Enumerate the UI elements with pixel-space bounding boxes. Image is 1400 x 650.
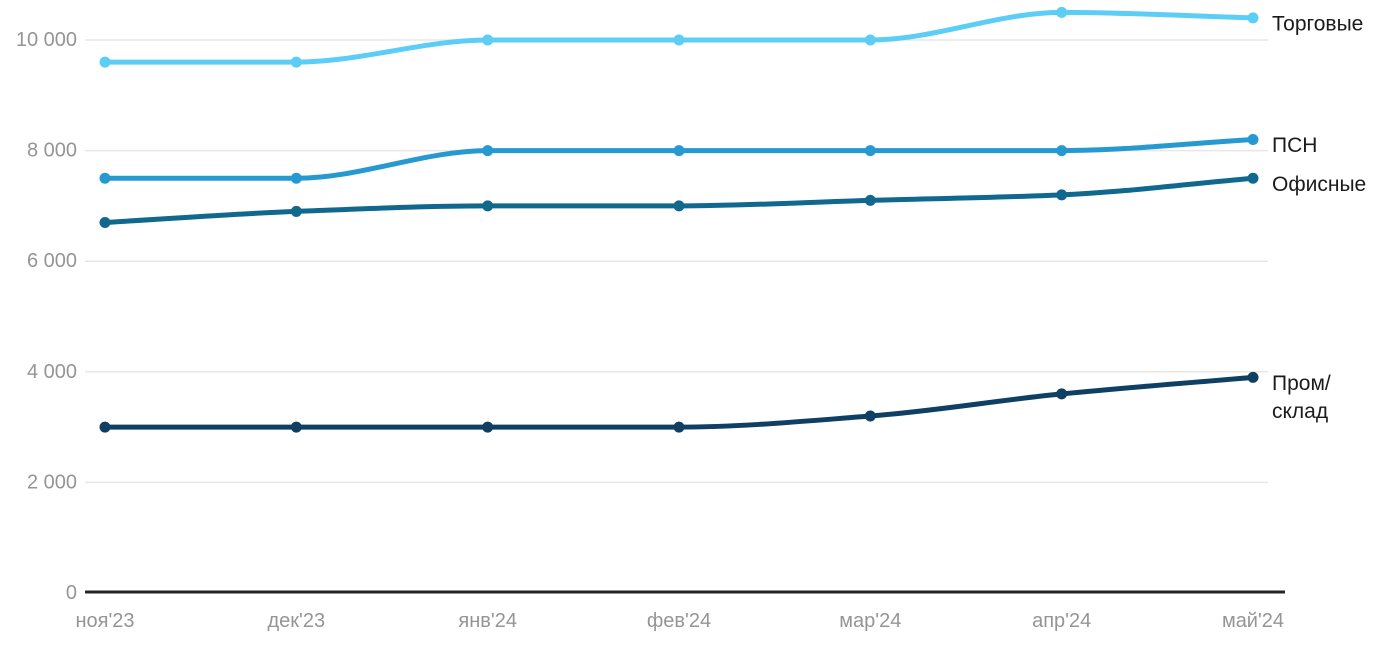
x-tick-label: апр'24 xyxy=(1032,610,1091,632)
series-label: Пром/ xyxy=(1272,372,1331,395)
series-label: ПСН xyxy=(1272,134,1317,157)
data-point[interactable] xyxy=(99,216,111,228)
x-tick-label: ноя'23 xyxy=(75,610,134,632)
series-line-3 xyxy=(102,374,1256,430)
data-point[interactable] xyxy=(1247,172,1259,184)
data-point[interactable] xyxy=(482,34,494,46)
data-point[interactable] xyxy=(290,205,302,217)
data-point[interactable] xyxy=(1056,388,1068,400)
data-point[interactable] xyxy=(864,34,876,46)
y-tick-label: 0 xyxy=(66,582,77,604)
data-point[interactable] xyxy=(673,34,685,46)
data-point[interactable] xyxy=(1247,134,1259,146)
data-point[interactable] xyxy=(1247,12,1259,24)
data-point[interactable] xyxy=(864,194,876,206)
series-label: Торговые xyxy=(1272,12,1363,35)
x-tick-label: фев'24 xyxy=(647,610,711,632)
data-point[interactable] xyxy=(290,172,302,184)
data-point[interactable] xyxy=(482,145,494,157)
y-tick-label: 2 000 xyxy=(27,471,77,493)
x-tick-label: янв'24 xyxy=(458,610,517,632)
x-tick-label: май'24 xyxy=(1222,610,1284,632)
data-point[interactable] xyxy=(864,410,876,422)
data-point[interactable] xyxy=(673,145,685,157)
data-point[interactable] xyxy=(864,145,876,157)
data-point[interactable] xyxy=(1056,189,1068,201)
data-point[interactable] xyxy=(1056,145,1068,157)
data-point[interactable] xyxy=(1247,371,1259,383)
data-point[interactable] xyxy=(99,421,111,433)
series-line-2 xyxy=(102,175,1256,225)
data-point[interactable] xyxy=(290,56,302,68)
data-point[interactable] xyxy=(482,421,494,433)
series-label: Офисные xyxy=(1272,173,1366,196)
data-point[interactable] xyxy=(673,200,685,212)
series-label: склад xyxy=(1272,400,1328,423)
x-tick-label: мар'24 xyxy=(839,610,901,632)
x-tick-label: дек'23 xyxy=(268,610,326,632)
data-point[interactable] xyxy=(290,421,302,433)
data-point[interactable] xyxy=(99,56,111,68)
y-tick-label: 8 000 xyxy=(27,140,77,162)
data-point[interactable] xyxy=(99,172,111,184)
data-point[interactable] xyxy=(482,200,494,212)
y-tick-label: 4 000 xyxy=(27,361,77,383)
y-tick-label: 6 000 xyxy=(27,250,77,272)
data-point[interactable] xyxy=(1056,6,1068,18)
y-tick-label: 10 000 xyxy=(16,29,77,51)
data-point[interactable] xyxy=(673,421,685,433)
